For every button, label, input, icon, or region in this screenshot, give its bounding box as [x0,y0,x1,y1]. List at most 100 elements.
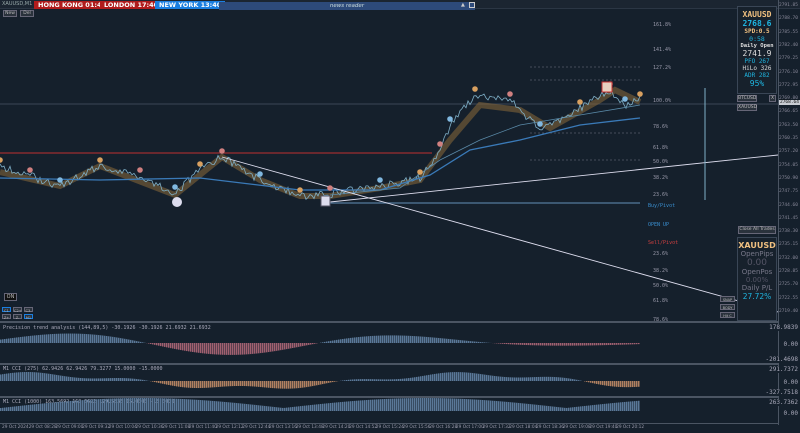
histogram-bar [378,399,380,411]
hit-c-button[interactable]: Hit C [720,312,735,318]
news-reader-bar[interactable]: news reader [219,2,475,10]
histogram-bar [212,400,214,411]
main-chart[interactable] [0,0,778,322]
histogram-bar [86,378,88,381]
c1-button[interactable]: C1 [2,307,11,313]
price-axis-label: 2732.00 [779,255,798,261]
histogram-bar [56,402,58,411]
histogram-bar [104,398,106,411]
histogram-bar [182,381,184,388]
histogram-bar [412,377,414,381]
histogram-bar [378,335,380,343]
close-icon[interactable] [469,2,475,8]
histogram-bar [542,405,544,411]
price-axis-label: 2722.55 [779,295,798,301]
histogram-bar [562,377,564,381]
histogram-bar [520,377,522,381]
histogram-bar [530,377,532,381]
price-axis-label: 2738.30 [779,229,798,235]
histogram-bar [122,378,124,381]
histogram-bar [66,333,68,343]
snap-button[interactable]: SNAP [720,296,735,302]
histogram-bar [448,372,450,381]
daily-open-label: Daily Open [740,43,774,49]
new-button[interactable]: New [3,10,17,17]
btcusd-button[interactable]: BTCUSD [737,95,757,102]
histogram-bar [384,398,386,411]
histogram-bar [588,343,590,346]
close-panel-button[interactable]: X [769,95,776,102]
histogram-bar [556,406,558,411]
histogram-bar [568,407,570,411]
histogram-bar [16,337,18,343]
histogram-bar [210,400,212,411]
body-button[interactable]: BODY [720,304,735,310]
fib-level-label: 50.0% [653,159,669,165]
close-all-trades-button[interactable]: Close All Trades [738,226,776,234]
histogram-bar [366,400,368,411]
histogram-bar [580,406,582,411]
histogram-bar [78,377,80,381]
fib-level-label: 38.2% [653,268,669,274]
histogram-bar [538,376,540,381]
histogram-bar [108,398,110,411]
histogram-bar [276,407,278,411]
histogram-bar [324,341,326,343]
zoom-in-button[interactable]: Z+ [2,314,11,320]
collapse-icon[interactable]: ▲ [461,2,465,8]
price-axis-label: 2754.05 [779,162,798,168]
histogram-bar [392,398,394,411]
open-pos-value: 0.00% [745,276,769,284]
histogram-bar [406,335,408,343]
xauusd-button[interactable]: XAUUSD [737,104,758,111]
c3-button[interactable]: C3- [24,307,33,313]
m1-button[interactable]: M1 [24,314,33,320]
histogram-bar [400,378,402,381]
on-toggle[interactable]: ON [4,293,17,301]
histogram-bar [156,398,158,411]
histogram-bar [578,343,580,346]
histogram-bar [128,398,130,411]
histogram-bar [594,343,596,346]
histogram-bar [52,402,54,411]
histogram-bar [176,343,178,350]
histogram-bar [510,377,512,381]
time-axis-label: 29 Oct 18:04 [509,425,538,430]
histogram-bar [476,373,478,381]
histogram-bar [152,381,154,382]
histogram-bar [226,343,228,355]
histogram-bar [322,403,324,411]
histogram-bar [254,381,256,387]
price-axis-label: 2744.60 [779,202,798,208]
histogram-bar [474,373,476,381]
histogram-bar [270,381,272,388]
histogram-bar [166,398,168,411]
histogram-bar [302,381,304,388]
c2-button[interactable]: C2+ [13,307,22,313]
histogram-bar [84,378,86,381]
zoom-out-button[interactable]: Z- [13,314,22,320]
histogram-bar [420,336,422,343]
signal-dot [637,91,643,97]
histogram-bar [620,381,622,388]
histogram-bar [498,343,500,344]
histogram-bar [278,343,280,351]
histogram-bar [448,338,450,343]
time-axis-label: 29 Oct 18:36 [536,425,565,430]
histogram-bar [360,400,362,411]
histogram-bar [566,378,568,381]
histogram-bar [576,343,578,346]
histogram-bar [550,343,552,346]
histogram-bar [30,372,32,381]
histogram-bar [170,343,172,349]
histogram-bar [26,336,28,343]
histogram-bar [300,343,302,347]
signal-dot [437,141,443,147]
histogram-bar [386,335,388,343]
trend-band [0,86,642,199]
histogram-bar [384,379,386,381]
del-button[interactable]: Del [20,10,34,17]
histogram-bar [416,376,418,381]
histogram-bar [172,398,174,411]
trade-panel: XAUUSD OpenPips 0.00 OpenPos 0.00% Daily… [737,237,777,321]
